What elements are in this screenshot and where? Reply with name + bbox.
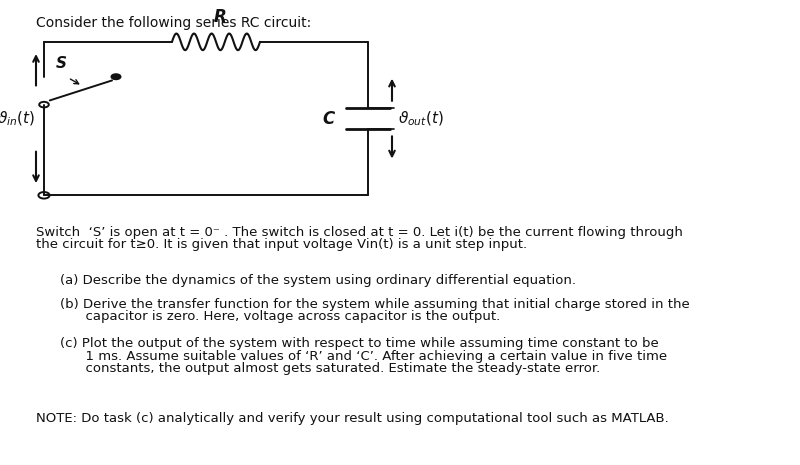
Text: constants, the output almost gets saturated. Estimate the steady-state error.: constants, the output almost gets satura… bbox=[60, 362, 600, 375]
Text: Switch  ‘S’ is open at t = 0⁻ . The switch is closed at t = 0. Let i(t) be the c: Switch ‘S’ is open at t = 0⁻ . The switc… bbox=[36, 226, 683, 239]
Text: 1 ms. Assume suitable values of ‘R’ and ‘C’. After achieving a certain value in : 1 ms. Assume suitable values of ‘R’ and … bbox=[60, 350, 667, 363]
Circle shape bbox=[111, 74, 121, 80]
Text: (c) Plot the output of the system with respect to time while assuming time const: (c) Plot the output of the system with r… bbox=[60, 337, 658, 350]
Text: (a) Describe the dynamics of the system using ordinary differential equation.: (a) Describe the dynamics of the system … bbox=[60, 274, 576, 287]
Text: Consider the following series RC circuit:: Consider the following series RC circuit… bbox=[36, 16, 311, 30]
Text: NOTE: Do task (c) analytically and verify your result using computational tool s: NOTE: Do task (c) analytically and verif… bbox=[36, 412, 669, 425]
Text: S: S bbox=[56, 56, 67, 71]
Text: (b) Derive the transfer function for the system while assuming that initial char: (b) Derive the transfer function for the… bbox=[60, 298, 690, 311]
Text: $\vartheta_{in}(t)$: $\vartheta_{in}(t)$ bbox=[0, 109, 35, 128]
Text: $\vartheta_{out}(t)$: $\vartheta_{out}(t)$ bbox=[398, 109, 444, 128]
Text: the circuit for t≥0. It is given that input voltage Vin(t) is a unit step input.: the circuit for t≥0. It is given that in… bbox=[36, 238, 527, 251]
Text: R: R bbox=[214, 7, 226, 26]
Text: capacitor is zero. Here, voltage across capacitor is the output.: capacitor is zero. Here, voltage across … bbox=[60, 310, 500, 323]
Text: C: C bbox=[322, 110, 334, 127]
